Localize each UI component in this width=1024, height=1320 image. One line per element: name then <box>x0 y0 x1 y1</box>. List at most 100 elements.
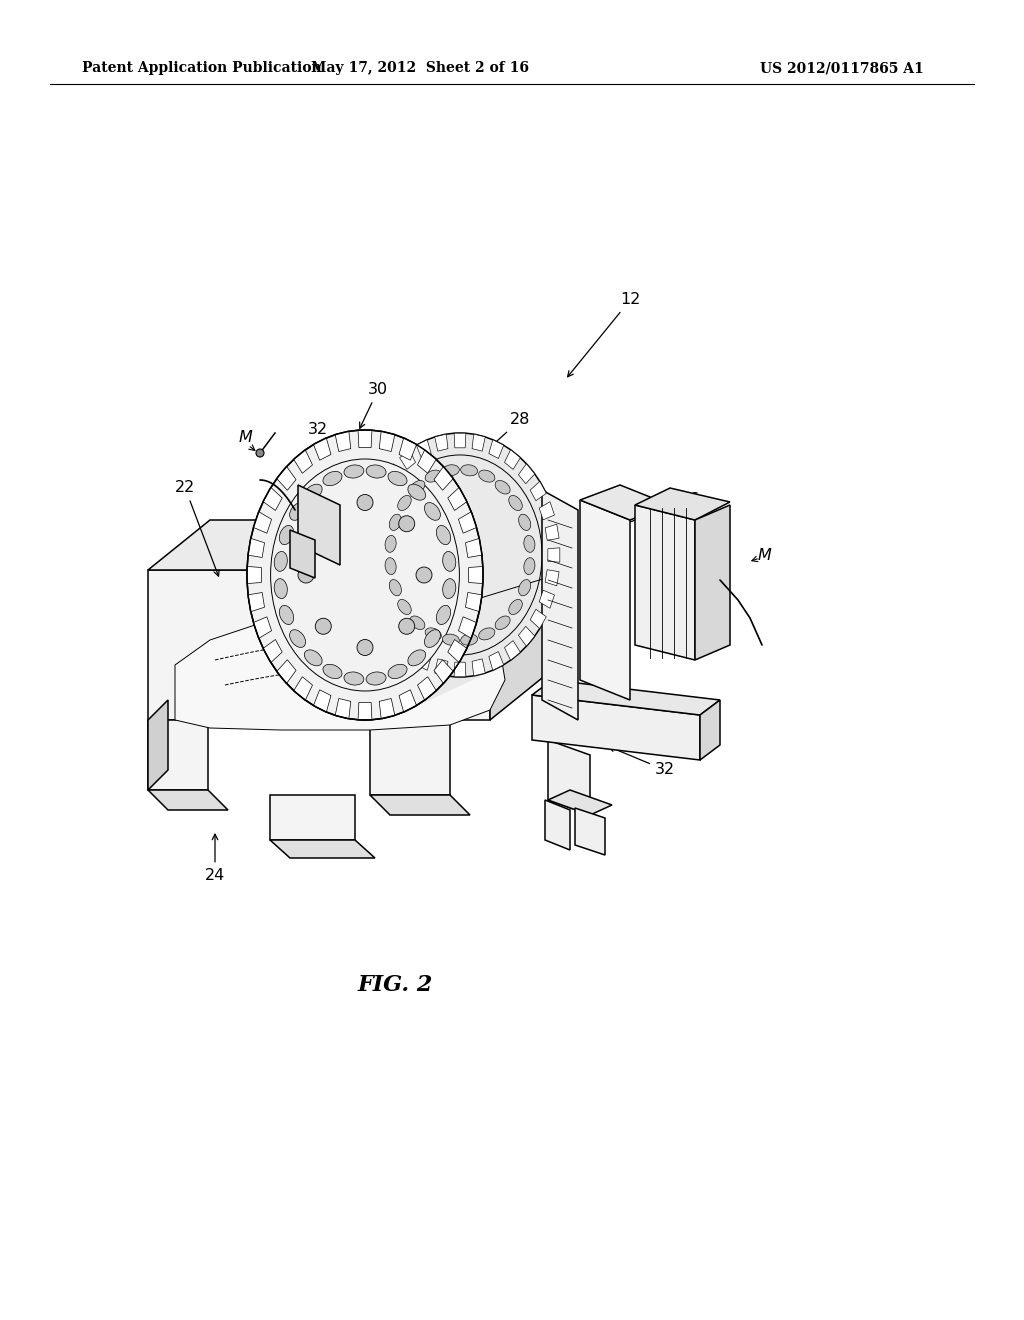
Polygon shape <box>298 655 408 698</box>
Polygon shape <box>472 434 485 451</box>
Text: 30: 30 <box>359 383 388 428</box>
Polygon shape <box>469 566 482 583</box>
Polygon shape <box>358 702 372 719</box>
Polygon shape <box>409 665 502 710</box>
Polygon shape <box>454 663 466 677</box>
Polygon shape <box>505 450 520 470</box>
Polygon shape <box>432 651 521 694</box>
Ellipse shape <box>385 557 396 574</box>
Polygon shape <box>447 636 535 678</box>
Polygon shape <box>258 607 373 645</box>
Polygon shape <box>478 581 558 614</box>
Polygon shape <box>415 663 507 706</box>
Polygon shape <box>348 676 452 719</box>
Polygon shape <box>360 570 375 586</box>
Polygon shape <box>358 430 372 447</box>
Polygon shape <box>148 570 490 719</box>
Polygon shape <box>471 601 553 638</box>
Polygon shape <box>374 610 390 628</box>
Ellipse shape <box>425 628 441 640</box>
Polygon shape <box>287 647 398 689</box>
Polygon shape <box>290 531 315 578</box>
Polygon shape <box>635 488 730 520</box>
Text: Patent Application Publication: Patent Application Publication <box>82 61 322 75</box>
Polygon shape <box>540 590 554 609</box>
Polygon shape <box>399 640 416 660</box>
Polygon shape <box>435 434 447 451</box>
Polygon shape <box>505 640 520 660</box>
Polygon shape <box>532 696 700 760</box>
Polygon shape <box>369 677 469 719</box>
Ellipse shape <box>478 628 495 640</box>
Polygon shape <box>518 463 535 483</box>
Polygon shape <box>361 677 463 719</box>
Polygon shape <box>472 659 485 676</box>
Ellipse shape <box>247 430 483 719</box>
Polygon shape <box>265 620 379 659</box>
Polygon shape <box>278 636 390 678</box>
Ellipse shape <box>408 649 426 665</box>
Polygon shape <box>454 433 466 447</box>
Polygon shape <box>399 450 416 470</box>
Ellipse shape <box>388 471 408 486</box>
Ellipse shape <box>389 579 401 595</box>
Ellipse shape <box>378 455 542 655</box>
Polygon shape <box>434 466 454 490</box>
Polygon shape <box>248 593 264 611</box>
Polygon shape <box>370 719 450 795</box>
Polygon shape <box>276 660 296 684</box>
Polygon shape <box>303 659 413 704</box>
Ellipse shape <box>442 634 460 645</box>
Polygon shape <box>328 671 434 715</box>
Ellipse shape <box>478 470 495 482</box>
Polygon shape <box>385 626 401 647</box>
Ellipse shape <box>315 618 332 635</box>
Polygon shape <box>294 677 312 700</box>
Ellipse shape <box>304 649 323 665</box>
Polygon shape <box>635 506 695 660</box>
Ellipse shape <box>388 664 408 678</box>
Polygon shape <box>474 594 555 630</box>
Polygon shape <box>518 626 535 647</box>
Text: 22: 22 <box>175 480 219 576</box>
Ellipse shape <box>398 618 415 635</box>
Ellipse shape <box>509 599 522 615</box>
Text: 12: 12 <box>567 293 640 376</box>
Polygon shape <box>434 660 454 684</box>
Text: 32: 32 <box>308 422 328 486</box>
Ellipse shape <box>298 568 314 583</box>
Ellipse shape <box>389 515 401 531</box>
Polygon shape <box>465 614 548 652</box>
Polygon shape <box>490 520 552 719</box>
Ellipse shape <box>397 599 412 615</box>
Polygon shape <box>453 631 538 672</box>
Polygon shape <box>459 512 476 533</box>
Polygon shape <box>468 607 550 645</box>
Ellipse shape <box>344 672 364 685</box>
Ellipse shape <box>280 525 294 545</box>
Ellipse shape <box>524 536 535 552</box>
Polygon shape <box>418 450 436 474</box>
Ellipse shape <box>360 433 560 677</box>
Polygon shape <box>148 719 208 789</box>
Ellipse shape <box>425 470 441 482</box>
Polygon shape <box>457 626 542 665</box>
Polygon shape <box>263 639 283 663</box>
Polygon shape <box>148 700 168 789</box>
Polygon shape <box>360 548 372 562</box>
Ellipse shape <box>397 495 412 511</box>
Ellipse shape <box>410 616 425 630</box>
Polygon shape <box>263 487 283 511</box>
Polygon shape <box>417 440 431 458</box>
Ellipse shape <box>518 515 530 531</box>
Text: FIG. 2: FIG. 2 <box>357 974 433 997</box>
Polygon shape <box>262 614 376 652</box>
Ellipse shape <box>256 449 264 457</box>
Ellipse shape <box>304 484 323 500</box>
Polygon shape <box>270 795 355 840</box>
Text: 24: 24 <box>205 834 225 883</box>
Ellipse shape <box>461 465 477 477</box>
Ellipse shape <box>280 606 294 624</box>
Text: 26: 26 <box>612 492 700 529</box>
Text: May 17, 2012  Sheet 2 of 16: May 17, 2012 Sheet 2 of 16 <box>311 61 529 75</box>
